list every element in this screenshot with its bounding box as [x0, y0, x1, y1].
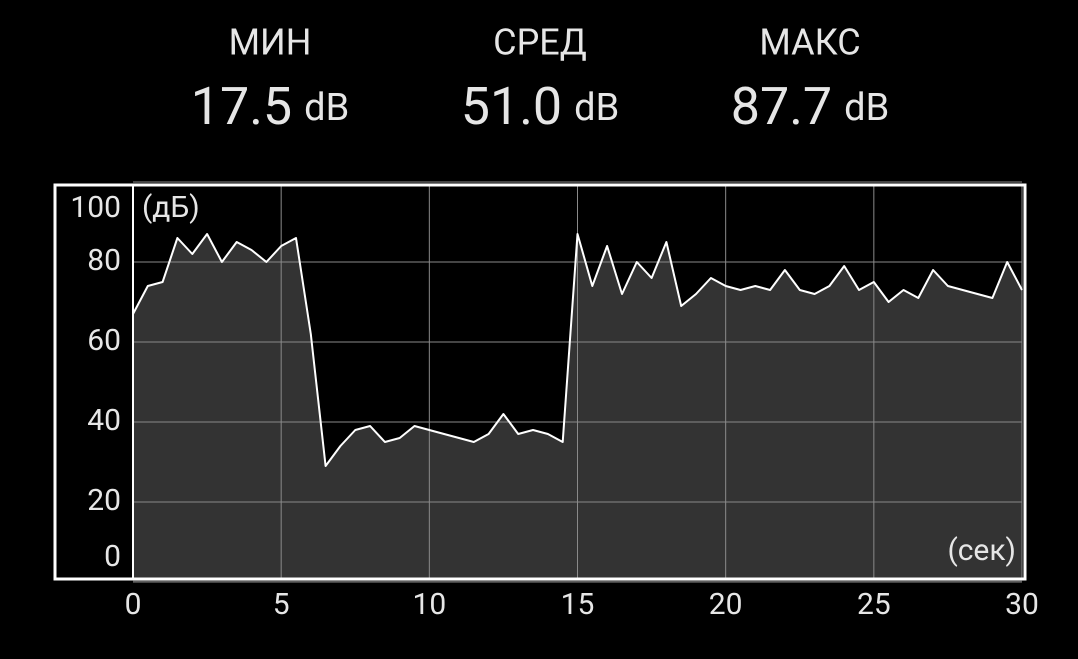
y-tick-label: 0 [104, 539, 121, 574]
y-axis-label: (дБ) [142, 190, 200, 225]
stat-unit: dB [304, 86, 349, 130]
y-tick-label: 80 [87, 243, 121, 278]
stats: МИН 17.5 dB СРЕД 51.0 dB МАКС 87.7 dB [191, 22, 890, 137]
stat-label: СРЕД [493, 22, 587, 64]
level-line [132, 233, 1023, 467]
stat-value: 51.0 [461, 76, 562, 137]
x-tick-label: 0 [125, 587, 142, 622]
stat-unit: dB [574, 86, 619, 130]
x-tick-label: 15 [561, 587, 595, 622]
y-tick-label: 60 [87, 323, 121, 358]
stat-value: 87.7 [731, 76, 832, 137]
x-tick-label: 25 [857, 587, 891, 622]
y-tick-label: 100 [70, 190, 121, 225]
x-tick-label: 30 [1005, 587, 1039, 622]
plot-frame [53, 183, 1027, 581]
stat-reading: 51.0 dB [461, 76, 620, 137]
x-tick-label: 20 [709, 587, 743, 622]
stat-value: 17.5 [191, 76, 292, 137]
stat-label: МИН [229, 22, 312, 64]
y-tick-label: 40 [87, 403, 121, 438]
x-tick-label: 5 [273, 587, 290, 622]
y-tick-label: 20 [87, 483, 121, 518]
stat-reading: 17.5 dB [191, 76, 350, 137]
x-tick-label: 10 [412, 587, 446, 622]
plot: 0 5 10 15 20 25 30 0 20 40 60 80 100 (дБ) (сек) [53, 181, 1039, 622]
x-axis-label: (сек) [947, 533, 1016, 568]
stat-reading: 87.7 dB [731, 76, 890, 137]
stat-unit: dB [844, 86, 889, 130]
stat-label: МАКС [759, 22, 860, 64]
